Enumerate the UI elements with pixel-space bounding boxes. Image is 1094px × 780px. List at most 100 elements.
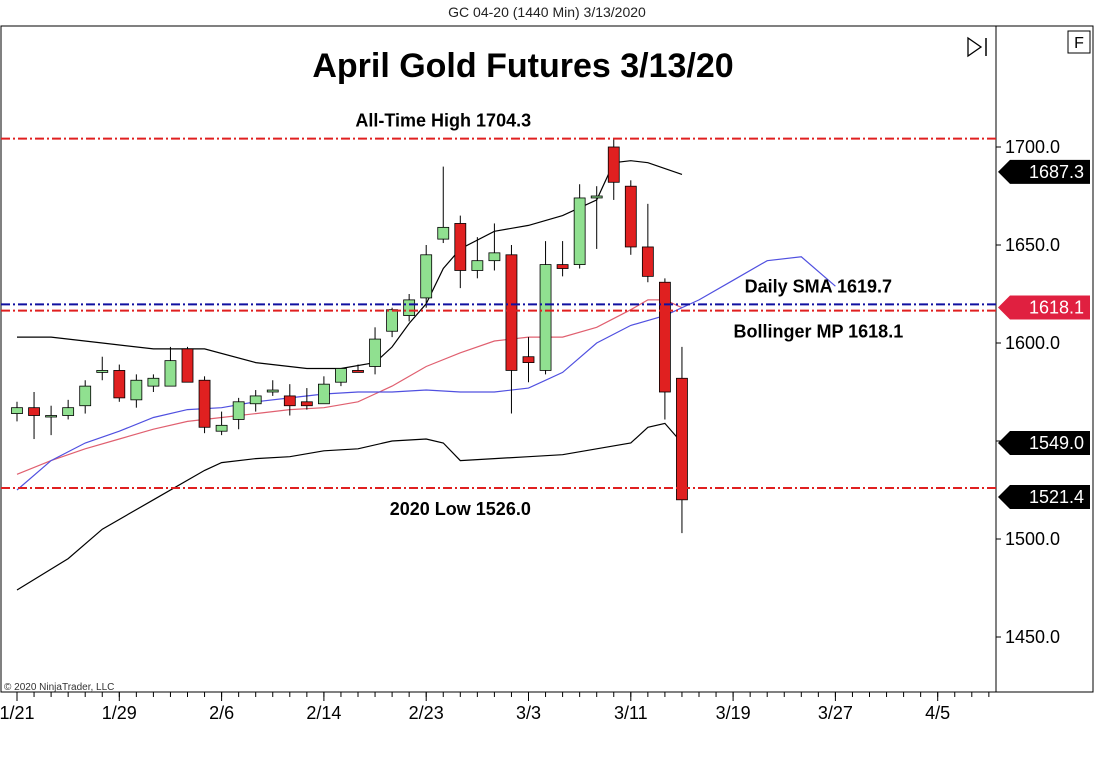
x-tick-label: 2/23 [409, 703, 444, 723]
price-tag-label: 1521.4 [1029, 487, 1084, 507]
candle-body [659, 281, 671, 393]
f-button[interactable]: F [1067, 30, 1091, 54]
candle [659, 278, 671, 420]
candle-body [522, 356, 535, 364]
candle [249, 390, 262, 412]
candle [317, 376, 330, 405]
x-tick-label: 3/27 [818, 703, 853, 723]
candle-body [676, 377, 688, 501]
copyright-text: © 2020 NinjaTrader, LLC [4, 682, 114, 693]
candle-body [215, 424, 228, 432]
price-tag-label: 1549.0 [1029, 433, 1084, 453]
x-tick-label: 3/11 [614, 703, 648, 723]
candle-body [573, 197, 586, 266]
candle [386, 307, 399, 338]
candle [300, 388, 313, 410]
price-tag: 1687.3 [998, 159, 1090, 184]
candle [454, 215, 467, 289]
candle [539, 241, 552, 375]
candle-body [624, 185, 637, 248]
level-annotation: Daily SMA 1619.7 [745, 276, 892, 296]
f-button-label: F [1074, 35, 1084, 52]
candle [352, 364, 364, 373]
candle [403, 294, 416, 322]
bollinger-lower-line [16, 422, 683, 591]
candle-body [11, 407, 23, 414]
candle [676, 346, 688, 534]
price-tag: 1521.4 [998, 485, 1090, 510]
x-tick-label: 2/6 [209, 703, 234, 723]
candle [471, 237, 484, 279]
candle-body [232, 401, 245, 420]
window-title: GC 04-20 (1440 Min) 3/13/2020 [448, 4, 646, 20]
level-annotation: Bollinger MP 1618.1 [733, 322, 903, 342]
candle-body [181, 348, 194, 383]
candle-body [300, 401, 313, 407]
price-tag-bg [998, 295, 1090, 320]
candle-body [198, 379, 211, 428]
candle-body [471, 260, 484, 271]
candle [28, 392, 40, 440]
price-tag-bg [998, 159, 1090, 184]
y-tick-label: 1650.0 [1005, 235, 1060, 255]
bollinger-midpoint-line [16, 256, 836, 491]
y-tick-label: 1450.0 [1005, 627, 1060, 647]
candle-body [352, 370, 364, 373]
price-tag-label: 1618.1 [1029, 298, 1084, 318]
price-tag-label: 1687.3 [1029, 162, 1084, 182]
candle [79, 380, 92, 414]
candle-body [28, 407, 40, 416]
candle [232, 397, 245, 430]
y-tick-label: 1600.0 [1005, 333, 1060, 353]
candle [369, 327, 381, 375]
candle-body [539, 264, 552, 371]
x-tick-label: 3/19 [716, 703, 751, 723]
candle-body [369, 338, 381, 367]
candle [335, 368, 347, 387]
candle [283, 384, 296, 416]
candle [624, 180, 637, 255]
candle [590, 186, 603, 249]
y-tick-label: 1700.0 [1005, 137, 1060, 157]
x-tick-label: 1/29 [102, 703, 137, 723]
candle-body [386, 309, 399, 332]
candle [437, 166, 450, 244]
candle [96, 356, 109, 381]
candle [198, 376, 211, 434]
candle-body [147, 377, 160, 387]
candle-body [45, 415, 57, 418]
candle-body [249, 395, 262, 405]
candle [607, 139, 620, 200]
x-tick-label: 3/3 [516, 703, 541, 723]
level-annotation: 2020 Low 1526.0 [390, 499, 531, 519]
candle-body [420, 254, 433, 299]
candle [11, 401, 23, 422]
candle-body [317, 383, 330, 405]
level-annotation: All-Time High 1704.3 [355, 111, 531, 131]
price-tag-bg [998, 485, 1090, 510]
candle-body [556, 264, 569, 269]
candle-body [113, 370, 126, 399]
candle [573, 184, 586, 269]
candle-body [641, 246, 654, 277]
candle-body [454, 223, 467, 271]
candle [113, 364, 126, 402]
x-tick-label: 4/5 [925, 703, 950, 723]
candle-body [590, 195, 603, 199]
candle-body [130, 379, 143, 401]
candle [147, 374, 160, 392]
candle-body [437, 226, 450, 240]
candle [522, 337, 535, 383]
candle-body [505, 254, 518, 371]
candle-body [607, 146, 620, 183]
price-tag-bg [998, 430, 1090, 455]
play-to-end-icon[interactable] [967, 36, 987, 58]
price-tag: 1618.1 [998, 295, 1090, 320]
y-tick-label: 1500.0 [1005, 529, 1060, 549]
candle [266, 380, 279, 396]
moving-average-line [16, 299, 683, 475]
candle-body [164, 360, 177, 387]
candle-body [403, 299, 416, 316]
candle-body [283, 395, 296, 407]
